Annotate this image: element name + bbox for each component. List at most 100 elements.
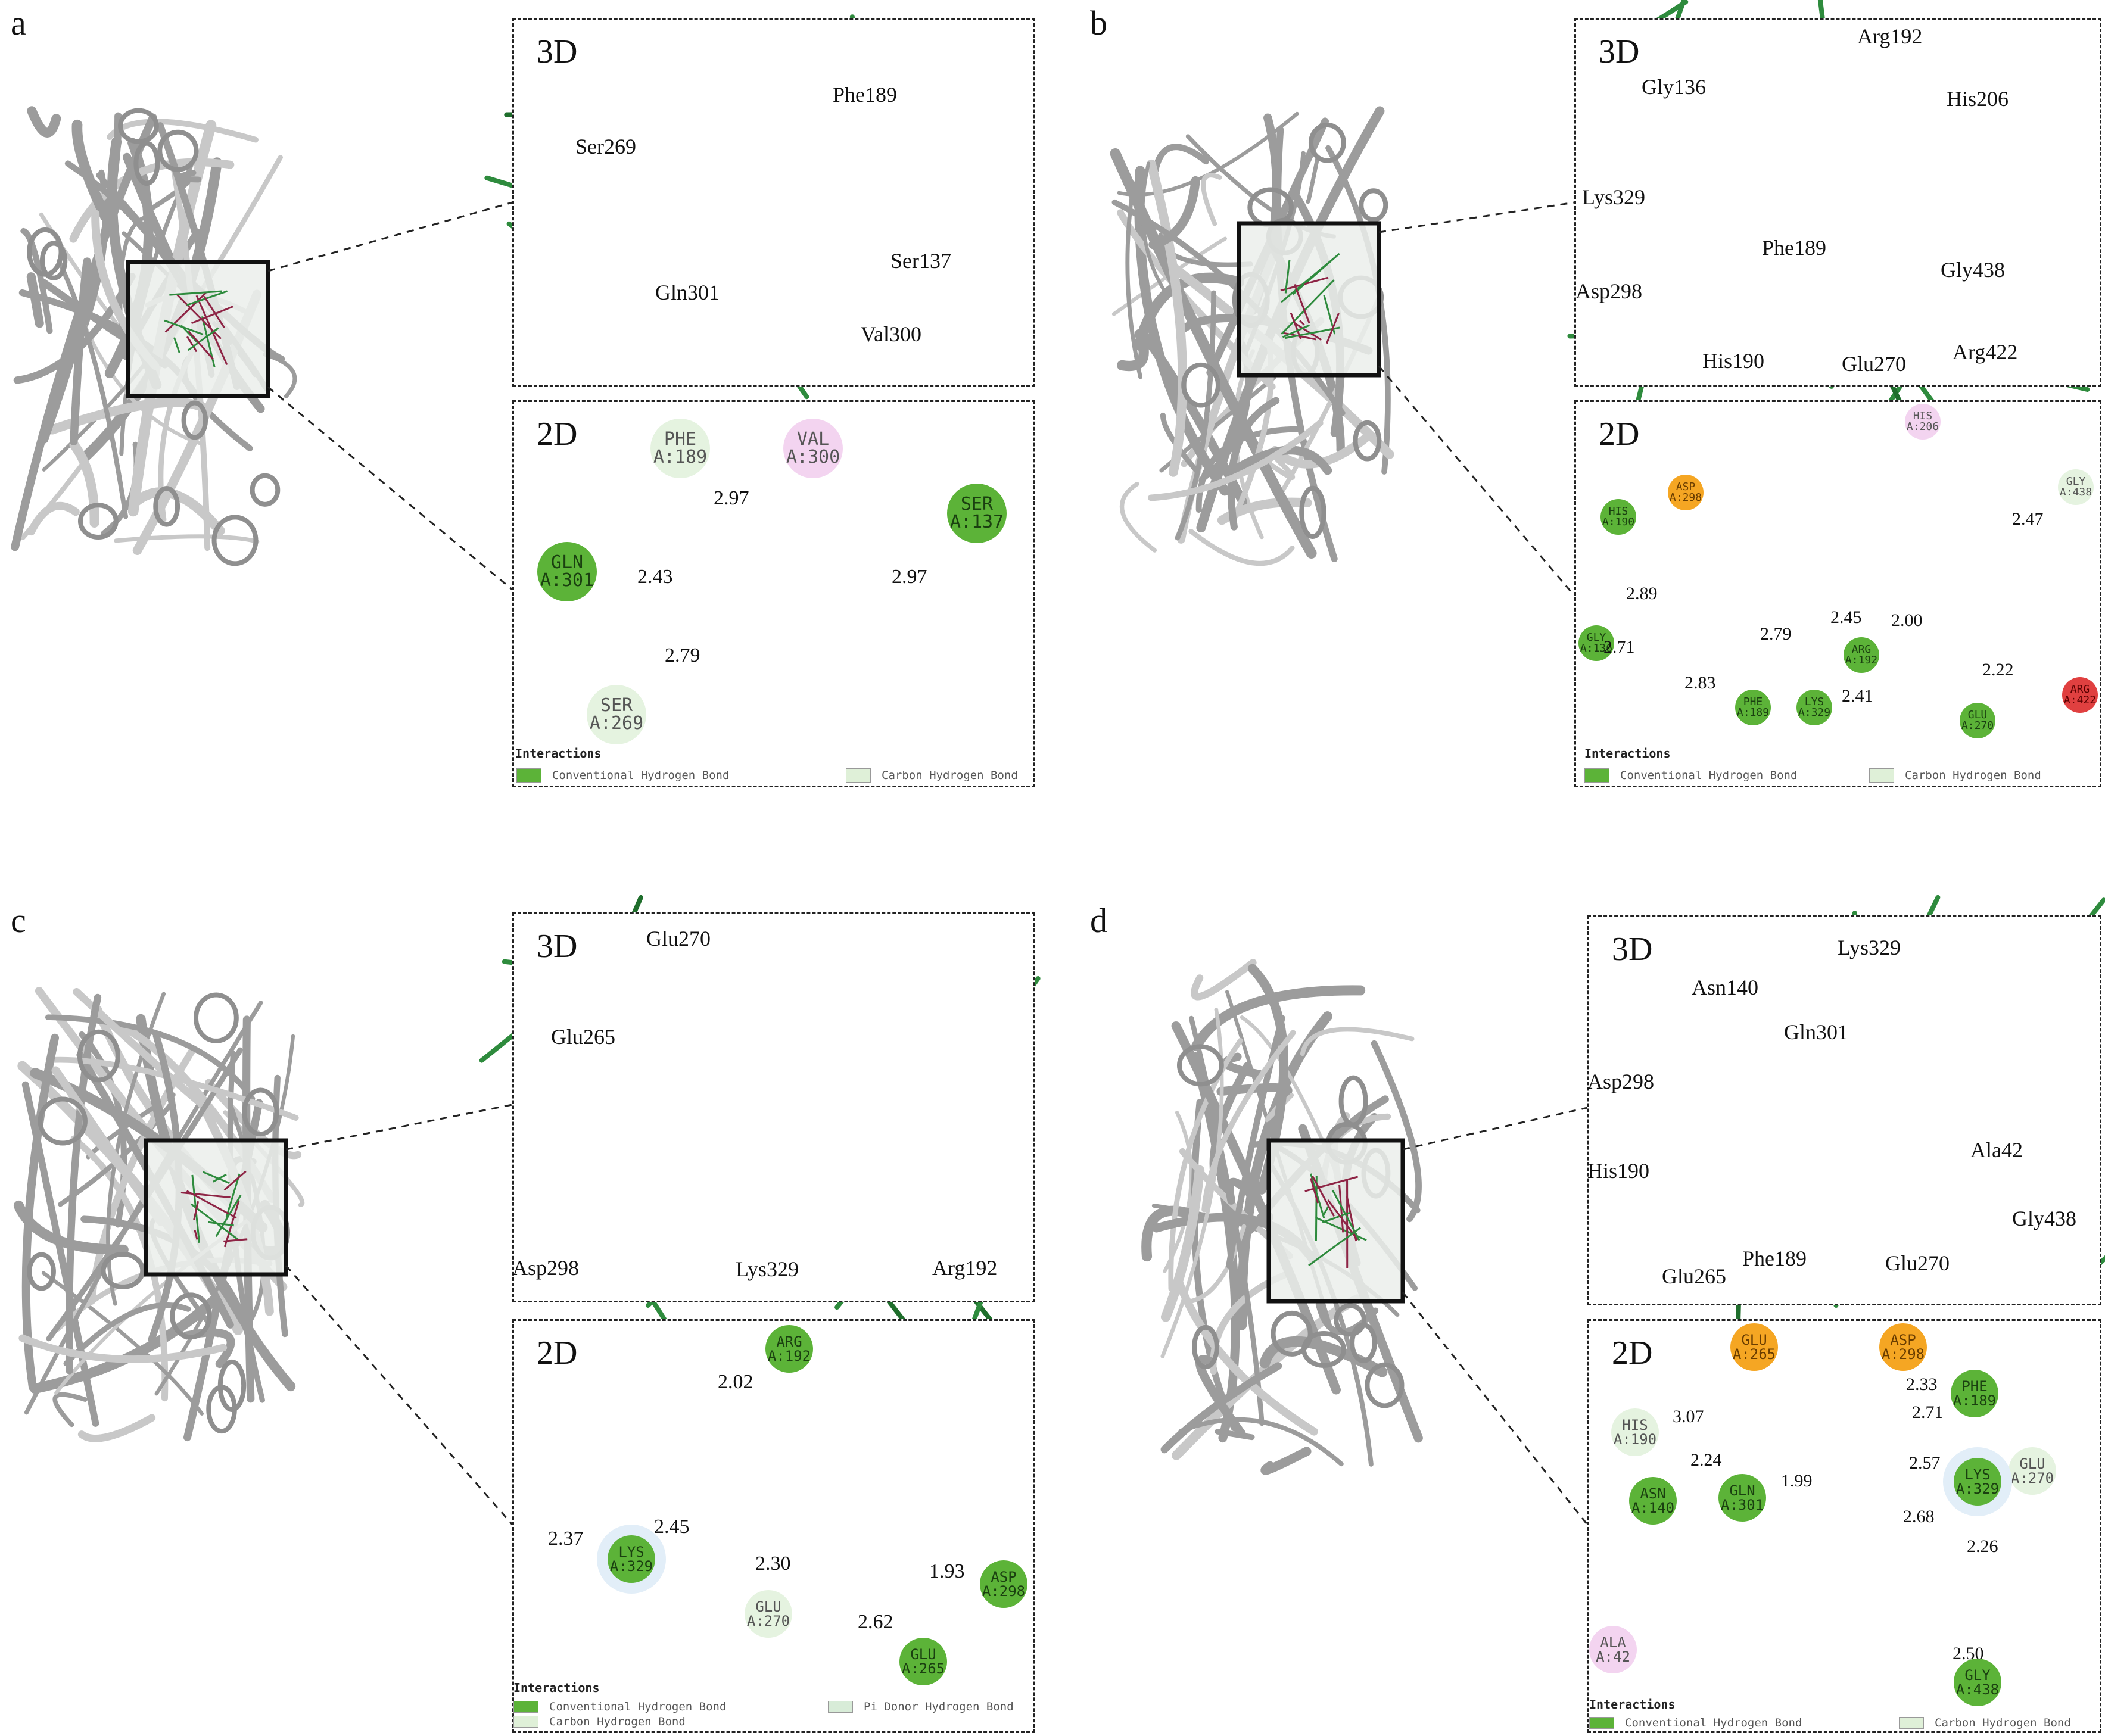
pocket-ligand-line xyxy=(187,327,219,351)
distance-label: 2.45 xyxy=(654,1516,690,1538)
residue-label: Glu265 xyxy=(1662,1264,1726,1288)
protein-ribbon xyxy=(1148,176,1200,250)
protein-helix xyxy=(39,241,68,280)
panel-d-2d-title: 2D xyxy=(1612,1335,1653,1372)
panel-letter-b: b xyxy=(1090,4,1107,42)
distance-label: 2.43 xyxy=(637,566,673,588)
protein-helix xyxy=(118,108,159,144)
residue-node: GLU A:270 xyxy=(745,1590,792,1638)
protein-helix xyxy=(170,1292,212,1340)
residue-node: LYS A:329 xyxy=(1954,1458,2001,1506)
protein-ribbon xyxy=(1216,1083,1293,1098)
protein-helix xyxy=(1308,122,1346,163)
pocket-ligand-line xyxy=(1311,1175,1335,1217)
residue-node: HIS A:190 xyxy=(1600,499,1636,535)
protein-helix xyxy=(77,1029,120,1083)
panel-c-2d-box: 2D xyxy=(512,1319,1035,1733)
legend-carbon: Carbon Hydrogen Bond xyxy=(846,768,1018,783)
residue-node: ALA A:42 xyxy=(1589,1626,1637,1673)
residue-label: Arg422 xyxy=(1953,340,2018,364)
protein-ribbon xyxy=(114,534,260,544)
protein-ribbon xyxy=(1226,1015,1285,1269)
distance-label: 3.07 xyxy=(1673,1407,1704,1426)
pocket-ligand-line xyxy=(1294,323,1322,341)
legend-carbon: Carbon Hydrogen Bond xyxy=(1899,1716,2071,1729)
protein-ribbon xyxy=(56,258,129,519)
residue-label: Lys329 xyxy=(1582,185,1646,209)
residue-label: Gln301 xyxy=(655,280,720,304)
residue-node: VAL A:300 xyxy=(783,419,843,478)
panel-b-3d-title: 3D xyxy=(1599,33,1640,70)
residue-label: Glu265 xyxy=(551,1025,615,1049)
protein-ribbon xyxy=(1178,1417,1344,1467)
distance-label: 2.47 xyxy=(2012,509,2044,529)
protein-ribbon xyxy=(69,440,99,528)
residue-node: ASP A:298 xyxy=(1668,475,1704,510)
pocket-ligand-line xyxy=(173,337,180,353)
panel-a-3d-title: 3D xyxy=(537,33,578,70)
legend-conventional: Conventional Hydrogen Bond xyxy=(1584,768,1797,783)
legend-title: Interactions xyxy=(513,1681,600,1695)
protein-helix xyxy=(1365,1362,1405,1408)
distance-label: 2.02 xyxy=(718,1371,753,1393)
pocket-ligand-line xyxy=(215,1195,242,1238)
callout-line xyxy=(1402,1292,1589,1525)
pocket-ligand-line xyxy=(186,290,228,306)
protein-ribbon xyxy=(1160,1165,1205,1322)
protein-ribbon xyxy=(1371,1040,1422,1223)
residue-node: HIS A:206 xyxy=(1905,404,1941,440)
residue-node: ARG A:422 xyxy=(2062,677,2098,713)
pocket-ligand-line xyxy=(1281,253,1340,303)
protein-helix xyxy=(1350,1322,1377,1364)
pocket-ligand-line xyxy=(193,1201,200,1220)
residue-label: Glu270 xyxy=(646,927,711,950)
residue-node: SER A:269 xyxy=(587,685,646,744)
protein-ribbon xyxy=(1306,155,1320,204)
protein-helix xyxy=(1334,1303,1367,1337)
protein-helix xyxy=(250,473,281,507)
protein-ribbon xyxy=(1119,482,1157,553)
protein-ribbon xyxy=(70,257,91,446)
protein-ribbon xyxy=(1160,1007,1224,1358)
protein-ribbon xyxy=(1195,1355,1246,1438)
protein-ribbon xyxy=(1201,1030,1296,1213)
residue-node: ASN A:140 xyxy=(1629,1477,1677,1525)
legend-title: Interactions xyxy=(515,746,602,761)
protein-ribbon xyxy=(1141,161,1166,292)
protein-ribbon xyxy=(1163,1111,1194,1273)
protein-ribbon xyxy=(1160,1362,1282,1454)
pocket-ligand-line xyxy=(169,290,222,296)
protein-ribbon xyxy=(13,1200,129,1255)
residue-node: SER A:137 xyxy=(947,484,1007,543)
residue-label: Val300 xyxy=(861,322,921,346)
residue-label: Gly136 xyxy=(1642,75,1706,99)
protein-helix xyxy=(133,141,160,186)
pocket-ligand-line xyxy=(180,1191,231,1199)
legend-carbon: Carbon Hydrogen Bond xyxy=(513,1715,686,1728)
panel-b-2d-box: 2D xyxy=(1574,400,2101,787)
distance-label: 2.24 xyxy=(1690,1450,1722,1470)
residue-label: Gly438 xyxy=(1941,258,2005,282)
pocket-ligand-line xyxy=(186,1190,237,1219)
distance-label: 2.97 xyxy=(714,487,749,509)
protein-ribbon xyxy=(45,1056,299,1121)
protein-helix xyxy=(193,992,239,1043)
distance-label: 2.30 xyxy=(755,1553,791,1575)
distance-label: 2.37 xyxy=(548,1528,584,1550)
pocket-ligand-line xyxy=(194,1230,198,1240)
legend-conventional: Conventional Hydrogen Bond xyxy=(1589,1716,1802,1729)
residue-label: Gln301 xyxy=(1784,1020,1848,1044)
residue-label: Arg192 xyxy=(1857,24,1923,48)
callout-line xyxy=(1378,366,1575,596)
panel-a-2d-title: 2D xyxy=(537,416,578,453)
protein-helix xyxy=(1181,362,1220,408)
distance-label: 2.41 xyxy=(1842,686,1873,706)
protein-ribbon xyxy=(20,227,53,334)
callout-line xyxy=(267,386,513,591)
residue-node: HIS A:190 xyxy=(1611,1408,1659,1456)
distance-label: 2.22 xyxy=(1982,660,2014,680)
protein-helix xyxy=(1176,1044,1224,1087)
protein-ribbon xyxy=(1191,959,1257,1001)
protein-helix xyxy=(1359,188,1388,222)
residue-node: PHE A:189 xyxy=(1735,690,1771,725)
